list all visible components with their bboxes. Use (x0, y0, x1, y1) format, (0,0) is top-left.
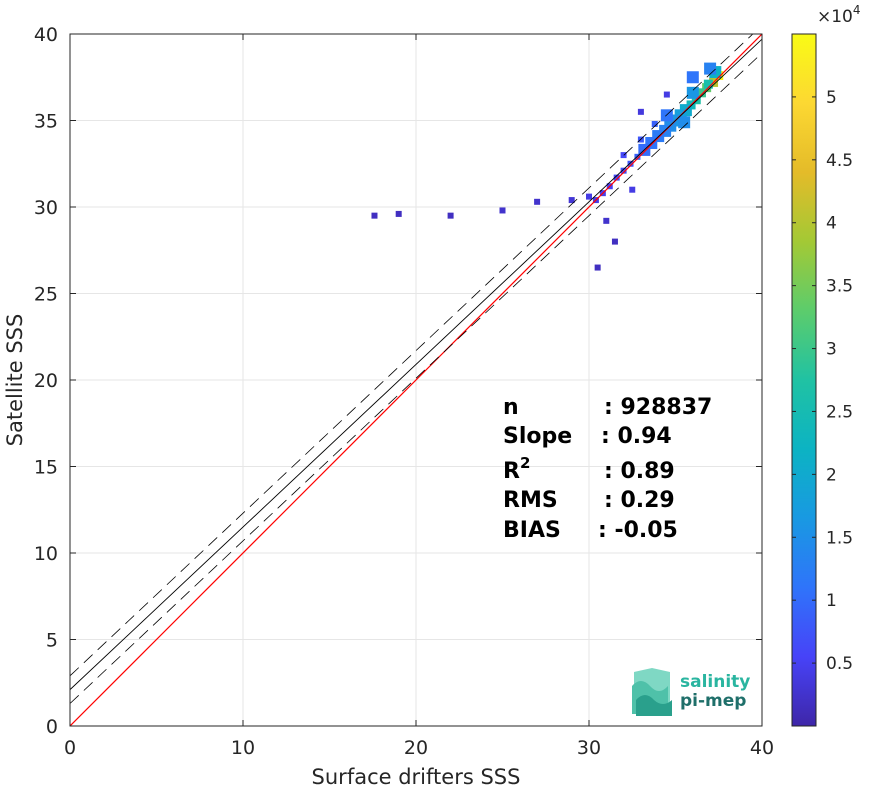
colorbar-tick-label: 0.5 (826, 654, 853, 674)
logo-text-pi-mep: pi-mep (680, 691, 746, 711)
density-cell (613, 174, 620, 181)
y-tick-label: 10 (34, 543, 58, 565)
x-axis-ticks: 0 10 20 30 40 (64, 34, 774, 759)
colorbar: 0.511.522.533.544.55 ×104 (791, 3, 861, 727)
stat-value-bias: : -0.05 (598, 518, 678, 543)
salinity-pi-mep-logo: salinity pi-mep (632, 668, 750, 716)
x-tick-label: 40 (750, 737, 774, 759)
y-tick-label: 20 (34, 370, 58, 392)
y-axis-label: Satellite SSS (3, 314, 27, 447)
regression-line (70, 38, 762, 690)
identity-line (70, 34, 762, 726)
stat-value-rms: : 0.29 (604, 488, 675, 513)
stat-value-n: : 928837 (604, 395, 712, 420)
density-cell (696, 88, 706, 98)
stat-key-r-superscript: 2 (520, 454, 530, 472)
stat-key-slope: Slope (503, 424, 572, 449)
density-cell (447, 212, 454, 219)
upper-confidence-line (70, 34, 754, 677)
colorbar-tick-label: 4 (826, 214, 837, 234)
stat-key-rms: RMS (503, 488, 558, 513)
x-tick-label: 30 (577, 737, 601, 759)
colorbar-tick-label: 3 (826, 340, 837, 360)
stat-value-slope: : 0.94 (601, 424, 672, 449)
density-cell (686, 86, 699, 99)
lower-confidence-line (70, 52, 762, 704)
density-cell (603, 217, 610, 224)
colorbar-tick-label: 5 (826, 88, 837, 108)
density-cell (568, 197, 575, 204)
colorbar-multiplier-exponent: 4 (853, 3, 861, 17)
y-tick-label: 5 (46, 630, 58, 652)
colorbar-gradient (791, 33, 817, 727)
density-cell (663, 91, 670, 98)
density-cell (629, 186, 636, 193)
identity-dash-overlay (484, 172, 624, 312)
density-cell (686, 71, 699, 84)
colorbar-tick-label: 3.5 (826, 277, 853, 297)
stat-key-n: n (503, 395, 519, 420)
colorbar-tick-label: 1 (826, 591, 837, 611)
stats-box: n : 928837 Slope : 0.94 R2 : 0.89 RMS : … (503, 395, 712, 543)
density-cell (534, 198, 541, 205)
colorbar-tick-label: 4.5 (826, 151, 853, 171)
reference-lines (70, 34, 762, 726)
y-tick-label: 35 (34, 111, 58, 133)
density-cell (620, 167, 627, 174)
x-tick-label: 20 (404, 737, 428, 759)
y-tick-label: 0 (46, 716, 58, 738)
density-cell (586, 193, 592, 200)
density-cell (611, 238, 618, 245)
colorbar-multiplier: ×104 (817, 3, 861, 27)
density-cell (637, 108, 644, 115)
logo-emblem-icon (632, 668, 672, 716)
colorbar-tick-label: 2 (826, 465, 837, 485)
logo-text-salinity: salinity (680, 672, 750, 692)
stat-key-bias: BIAS (503, 518, 561, 543)
density-cell (704, 62, 717, 75)
colorbar-tick-label: 2.5 (826, 402, 853, 422)
stat-key-r: R (503, 459, 520, 484)
y-tick-label: 30 (34, 197, 58, 219)
stat-key-r2: R2 (503, 454, 530, 484)
density-cell (395, 210, 402, 217)
density-cell (678, 116, 691, 129)
y-tick-label: 15 (34, 457, 58, 479)
x-tick-label: 10 (231, 737, 255, 759)
colorbar-tick-label: 1.5 (826, 528, 853, 548)
density-cell (371, 212, 378, 219)
density-cell (594, 264, 601, 271)
colorbar-ticks: 0.5 1 1.5 2 2.5 3 3.5 4 4.5 5 (792, 88, 853, 674)
x-axis-label: Surface drifters SSS (312, 765, 521, 788)
density-cell (651, 120, 658, 127)
x-tick-label: 0 (64, 737, 76, 759)
density-cell (703, 79, 713, 89)
density-cell (627, 160, 634, 167)
y-axis-ticks: 0 5 10 15 20 25 30 35 40 (34, 24, 762, 738)
y-tick-label: 40 (34, 24, 58, 46)
y-tick-label: 25 (34, 284, 58, 306)
density-cell (499, 207, 506, 214)
stat-value-r2: : 0.89 (604, 459, 675, 484)
colorbar-multiplier-base: ×10 (817, 7, 853, 27)
